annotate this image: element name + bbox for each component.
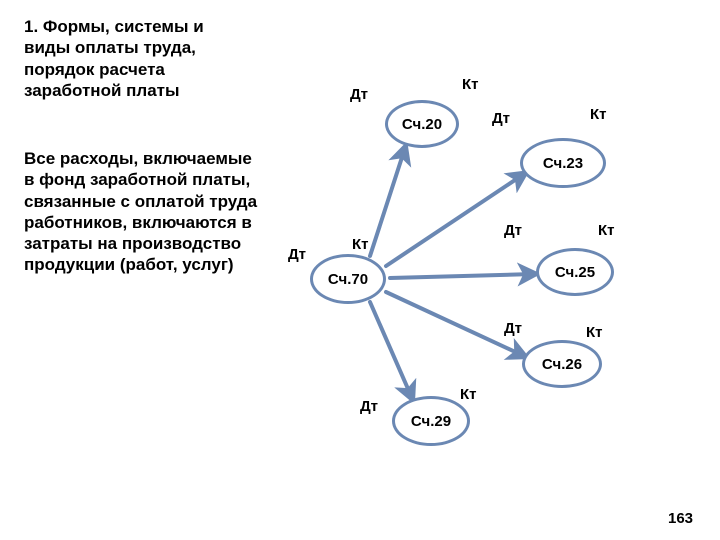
label-dt20: Дт	[350, 86, 368, 103]
label-kt23: Кт	[590, 106, 607, 123]
node-sch26: Сч.26	[522, 340, 602, 388]
label-kt70: Кт	[352, 236, 369, 253]
label-kt20: Кт	[462, 76, 479, 93]
node-sch25: Сч.25	[536, 248, 614, 296]
arrow-to-sch20	[370, 148, 405, 256]
label-kt25: Кт	[598, 222, 615, 239]
arrow-group	[370, 148, 534, 398]
page-number: 163	[668, 510, 693, 527]
node-label: Сч.29	[411, 413, 451, 430]
label-dt23: Дт	[492, 110, 510, 127]
node-label: Сч.25	[555, 264, 595, 281]
node-sch29: Сч.29	[392, 396, 470, 446]
arrow-to-sch25	[390, 274, 534, 278]
label-dt26: Дт	[504, 320, 522, 337]
node-label: Сч.20	[402, 116, 442, 133]
node-sch23: Сч.23	[520, 138, 606, 188]
node-label: Сч.70	[328, 271, 368, 288]
body-paragraph: Все расходы, включаемые в фонд заработно…	[24, 148, 262, 276]
arrow-to-sch29	[370, 302, 412, 398]
node-label: Сч.23	[543, 155, 583, 172]
label-dt29: Дт	[360, 398, 378, 415]
label-dt70: Дт	[288, 246, 306, 263]
node-sch20: Сч.20	[385, 100, 459, 148]
label-dt25: Дт	[504, 222, 522, 239]
arrow-to-sch23	[386, 174, 524, 266]
node-sch70: Сч.70	[310, 254, 386, 304]
label-kt26: Кт	[586, 324, 603, 341]
label-kt29: Кт	[460, 386, 477, 403]
page-title: 1. Формы, системы и виды оплаты труда, п…	[24, 16, 244, 101]
node-label: Сч.26	[542, 356, 582, 373]
